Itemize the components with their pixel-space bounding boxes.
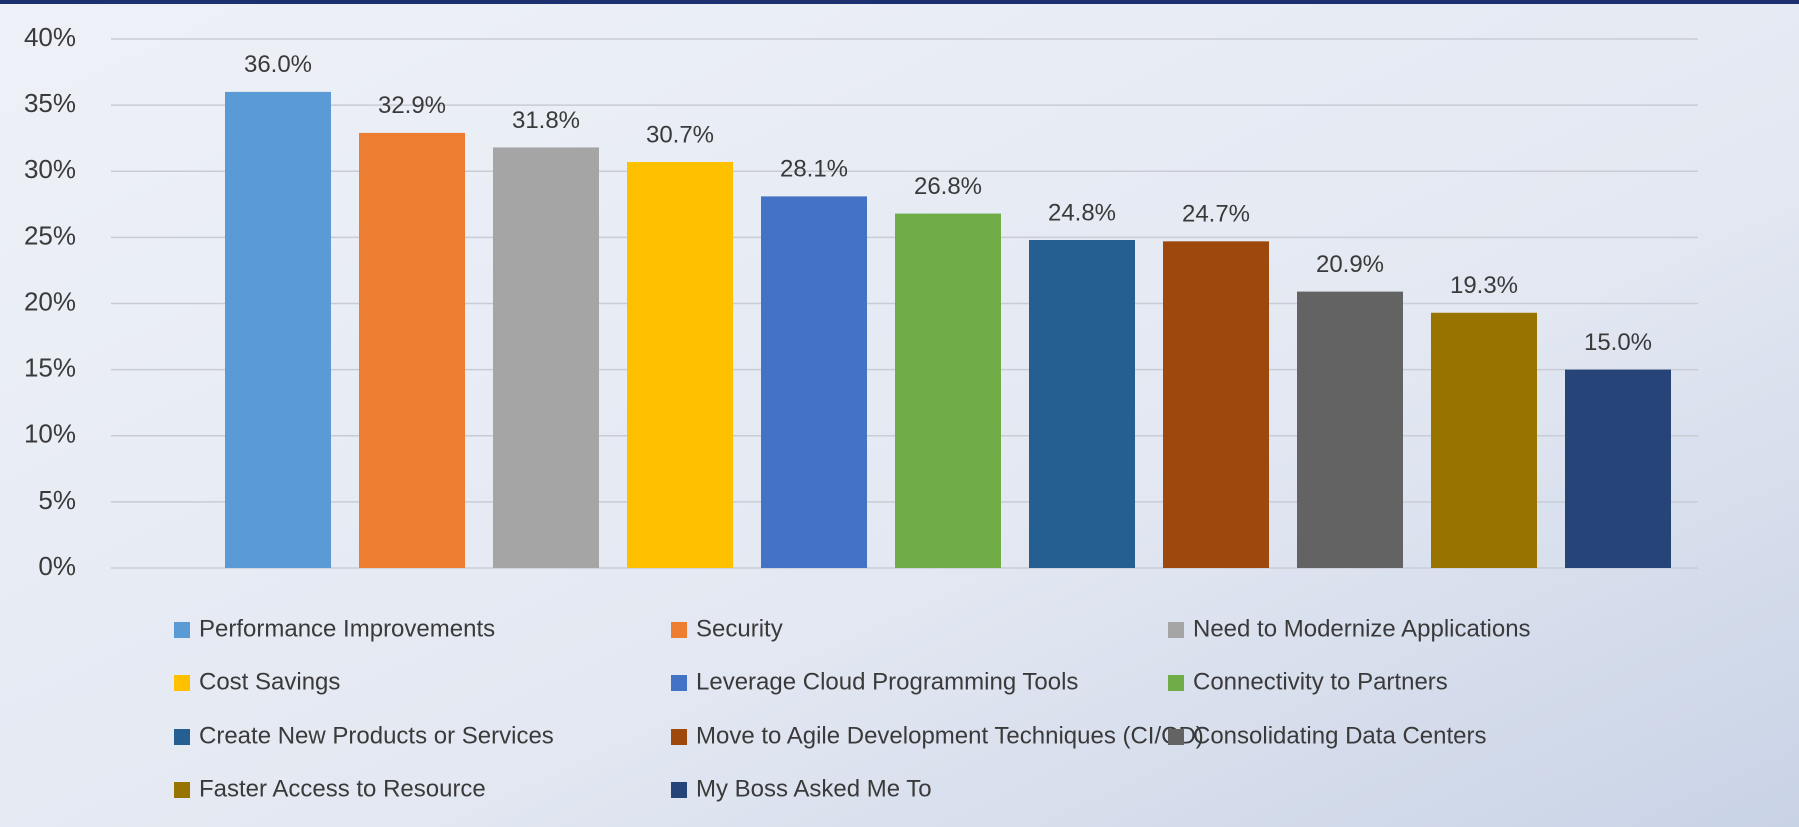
- legend-swatch: [1168, 675, 1184, 691]
- bar: [1431, 313, 1537, 568]
- legend-swatch: [174, 729, 190, 745]
- legend-label: My Boss Asked Me To: [696, 775, 932, 802]
- legend-label: Cost Savings: [199, 668, 340, 695]
- bar: [225, 92, 331, 568]
- legend-label: Need to Modernize Applications: [1193, 615, 1531, 642]
- value-label: 30.7%: [646, 121, 714, 148]
- value-label: 24.7%: [1182, 201, 1250, 228]
- legend-swatch: [174, 622, 190, 638]
- bar: [493, 147, 599, 568]
- y-tick-label: 30%: [24, 154, 76, 184]
- legend-swatch: [671, 675, 687, 691]
- bar: [1029, 240, 1135, 568]
- y-tick-label: 10%: [24, 419, 76, 449]
- legend-label: Performance Improvements: [199, 615, 495, 642]
- bar: [1297, 292, 1403, 568]
- value-label: 15.0%: [1584, 329, 1652, 356]
- bar: [1163, 241, 1269, 568]
- value-label: 28.1%: [780, 156, 848, 183]
- legend-label: Create New Products or Services: [199, 722, 554, 749]
- value-label: 31.8%: [512, 107, 580, 134]
- value-label: 24.8%: [1048, 199, 1116, 226]
- legend-swatch: [1168, 729, 1184, 745]
- y-tick-label: 35%: [24, 88, 76, 118]
- value-label: 32.9%: [378, 92, 446, 119]
- legend-swatch: [671, 729, 687, 745]
- legend-label: Move to Agile Development Techniques (CI…: [696, 722, 1204, 749]
- y-tick-label: 40%: [24, 22, 76, 52]
- chart: 0% 5% 10% 15% 20% 25% 30% 35% 40% 36.0% 32.9% 31.8%…: [0, 0, 1799, 827]
- value-label: 36.0%: [244, 51, 312, 78]
- bar: [1565, 370, 1671, 568]
- y-tick-label: 15%: [24, 353, 76, 383]
- bar: [359, 133, 465, 568]
- bar: [627, 162, 733, 568]
- y-tick-label: 5%: [38, 485, 76, 515]
- bar: [761, 196, 867, 568]
- value-label: 26.8%: [914, 173, 982, 200]
- value-label: 19.3%: [1450, 272, 1518, 299]
- y-tick-label: 0%: [38, 551, 76, 581]
- legend-swatch: [671, 622, 687, 638]
- legend-label: Faster Access to Resource: [199, 775, 486, 802]
- legend-label: Connectivity to Partners: [1193, 668, 1448, 695]
- legend-label: Leverage Cloud Programming Tools: [696, 668, 1078, 695]
- value-label: 20.9%: [1316, 251, 1384, 278]
- legend-swatch: [174, 782, 190, 798]
- legend-swatch: [671, 782, 687, 798]
- page: {"chart_data": {"type": "bar", "categori…: [0, 0, 1799, 827]
- legend-swatch: [1168, 622, 1184, 638]
- bar: [895, 214, 1001, 568]
- y-tick-label: 20%: [24, 286, 76, 316]
- y-tick-label: 25%: [24, 220, 76, 250]
- legend-label: Security: [696, 615, 783, 642]
- legend-swatch: [174, 675, 190, 691]
- legend-label: Consolidating Data Centers: [1193, 722, 1487, 749]
